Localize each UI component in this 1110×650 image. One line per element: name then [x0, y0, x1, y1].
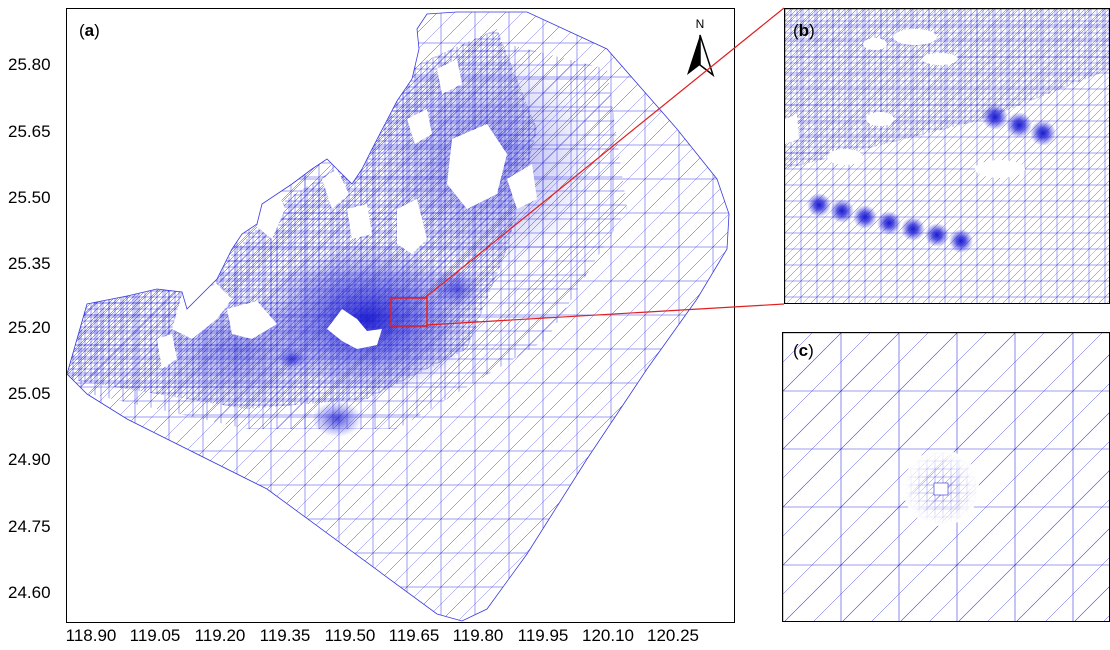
pile-mesh-canvas: [783, 333, 1109, 621]
panel-a-mesh-map: (a) N: [66, 8, 735, 623]
panel-a-label: (a): [79, 21, 100, 40]
y-tick-label: 25.65: [8, 122, 51, 141]
y-tick-label: 24.75: [8, 517, 51, 536]
x-tick-label: 119.35: [259, 626, 311, 645]
north-arrow-icon: [687, 34, 715, 78]
island: [157, 334, 177, 369]
zoom-mesh-canvas: [785, 9, 1109, 303]
mesh-domain: [67, 12, 729, 621]
island: [227, 301, 277, 339]
island: [397, 199, 427, 254]
x-tick-label: 120.25: [647, 626, 699, 645]
island: [327, 309, 382, 349]
x-tick-label: 119.80: [452, 626, 504, 645]
panel-b-label: (b): [793, 21, 815, 40]
y-tick-label: 24.90: [8, 450, 51, 469]
x-tick-label: 119.20: [194, 626, 246, 645]
island: [347, 204, 372, 239]
island: [322, 169, 349, 209]
pile-hole: [933, 482, 949, 496]
y-tick-label: 25.05: [8, 384, 51, 403]
north-arrow: N: [685, 17, 715, 79]
x-tick-label: 119.95: [517, 626, 569, 645]
x-tick-label: 119.65: [388, 626, 440, 645]
x-tick-label: 119.50: [324, 626, 376, 645]
x-tick-label: 120.10: [582, 626, 634, 645]
panel-b-zoom-mesh: (b): [784, 8, 1110, 304]
panel-c-label: (c): [793, 341, 814, 360]
y-tick-label: 25.20: [8, 318, 51, 337]
north-label: N: [695, 17, 705, 31]
y-tick-label: 25.80: [8, 55, 51, 74]
y-tick-label: 25.35: [8, 254, 51, 273]
mesh-map-canvas: [67, 11, 730, 622]
x-tick-label: 119.05: [129, 626, 181, 645]
y-tick-label: 25.50: [8, 188, 51, 207]
x-tick-label: 118.90: [65, 626, 117, 645]
panel-c-pile-mesh: (c): [782, 332, 1110, 622]
y-tick-label: 24.60: [8, 583, 51, 602]
